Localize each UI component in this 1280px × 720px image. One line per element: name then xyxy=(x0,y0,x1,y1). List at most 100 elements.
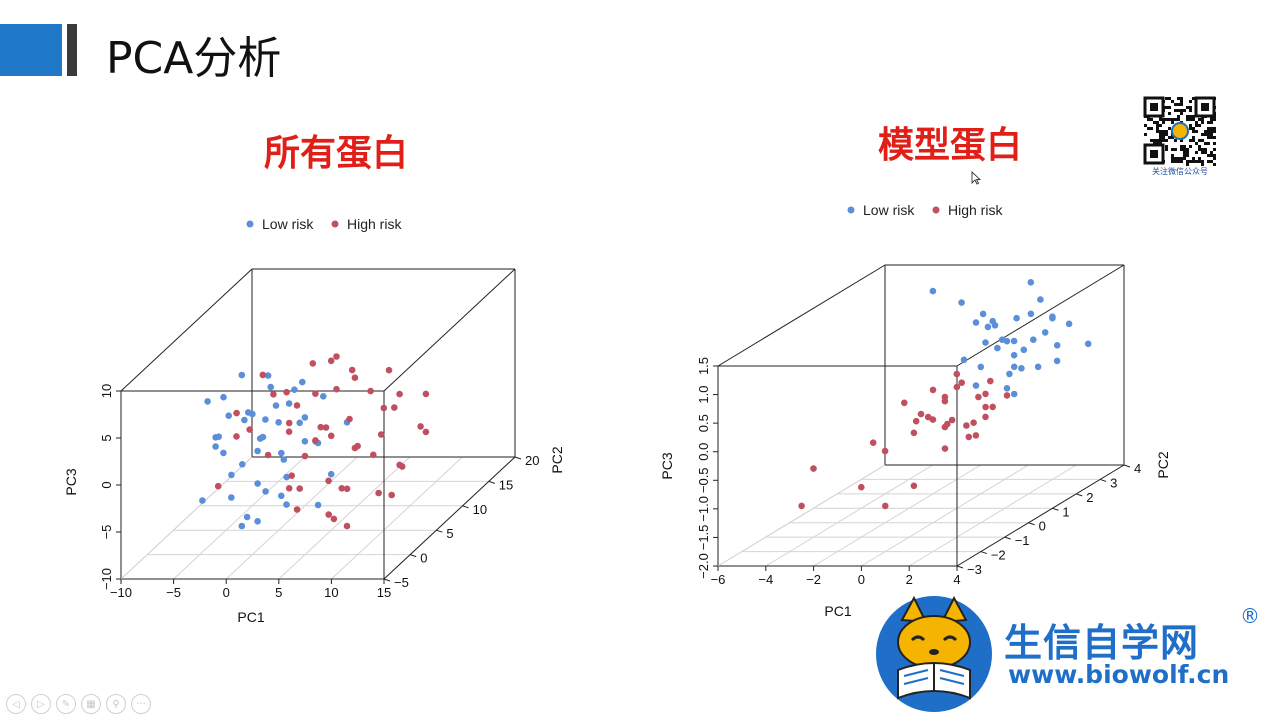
z-tick-label: 10 xyxy=(99,384,114,398)
y-tick-mark xyxy=(436,529,443,533)
data-point xyxy=(975,393,982,401)
data-point xyxy=(325,511,333,518)
z-tick-label: 0.5 xyxy=(696,414,711,432)
y-tick-mark xyxy=(1123,464,1131,468)
box-edge xyxy=(120,268,253,392)
y-tick-label: 3 xyxy=(1110,475,1117,490)
data-point xyxy=(296,419,304,427)
y-tick-label: −2 xyxy=(991,548,1006,563)
data-point xyxy=(977,363,985,371)
data-point xyxy=(798,502,805,510)
data-point xyxy=(301,452,309,460)
data-point xyxy=(309,360,317,367)
data-point xyxy=(301,438,309,445)
data-point xyxy=(348,366,356,374)
y-tick-mark xyxy=(956,565,964,569)
z-tick-label: −1.5 xyxy=(696,525,711,551)
data-point xyxy=(327,470,335,478)
data-point xyxy=(312,390,319,398)
data-point xyxy=(212,443,219,450)
data-point xyxy=(958,299,965,306)
zoom-icon[interactable]: ⚲ xyxy=(106,694,126,714)
data-point xyxy=(228,494,235,501)
y-tick-mark xyxy=(383,578,391,582)
data-point xyxy=(1010,351,1018,359)
data-point xyxy=(283,501,290,508)
data-point xyxy=(220,449,227,457)
data-point xyxy=(333,353,340,360)
grid-line xyxy=(861,464,1029,567)
z-tick-label: −1.0 xyxy=(696,496,711,522)
data-point xyxy=(941,445,949,452)
legend-label: Low risk xyxy=(262,216,314,232)
data-point xyxy=(1010,363,1018,371)
x-tick-label: −10 xyxy=(110,585,132,600)
z-tick-label: 0 xyxy=(99,481,114,488)
grid-line xyxy=(173,456,305,580)
data-point xyxy=(1084,340,1092,348)
data-point xyxy=(929,287,937,295)
data-point xyxy=(264,372,272,379)
data-point xyxy=(239,461,246,468)
y-tick-label: −1 xyxy=(1015,533,1030,548)
data-point xyxy=(288,472,296,480)
y-tick-label: 10 xyxy=(473,502,487,517)
y-tick-label: 0 xyxy=(1039,519,1046,534)
plot-frame xyxy=(120,268,516,580)
data-point xyxy=(1020,346,1028,354)
x-axis-label: PC1 xyxy=(824,603,851,619)
data-point xyxy=(241,416,248,424)
data-point xyxy=(912,417,920,425)
pen-icon[interactable]: ✎ xyxy=(56,694,76,714)
data-point xyxy=(220,393,227,401)
data-point xyxy=(972,432,980,439)
legend-label: High risk xyxy=(347,216,402,232)
data-point xyxy=(338,485,346,492)
data-point xyxy=(417,423,424,430)
data-point xyxy=(1030,336,1037,344)
y-tick-mark xyxy=(410,554,417,558)
data-point xyxy=(262,416,269,423)
data-point xyxy=(1041,329,1049,336)
y-tick-mark xyxy=(1052,507,1059,511)
data-point xyxy=(1018,365,1025,372)
x-axis-label: PC1 xyxy=(237,609,264,625)
plot-frame xyxy=(717,264,1125,567)
data-point xyxy=(982,339,989,346)
header-accent-block xyxy=(0,24,62,76)
data-point xyxy=(901,399,908,407)
data-point xyxy=(998,336,1006,344)
data-point xyxy=(1034,363,1042,371)
y-tick-label: 1 xyxy=(1062,504,1069,519)
data-point xyxy=(953,370,961,378)
data-point xyxy=(982,413,989,421)
mouse-cursor-icon xyxy=(971,171,981,185)
data-point xyxy=(1010,337,1018,345)
slides-icon[interactable]: ▦ xyxy=(81,694,101,714)
prev-icon[interactable]: ◁ xyxy=(6,694,26,714)
y-tick-label: 2 xyxy=(1086,490,1093,505)
data-point xyxy=(272,402,280,409)
more-icon[interactable]: ··· xyxy=(131,694,151,714)
next-icon[interactable]: ▷ xyxy=(31,694,51,714)
page-title: PCA分析 xyxy=(106,33,282,84)
x-tick-label: −2 xyxy=(806,572,821,587)
data-point xyxy=(869,439,877,447)
data-point xyxy=(327,357,335,365)
grid-line xyxy=(813,464,981,567)
data-point xyxy=(254,480,261,487)
data-point xyxy=(351,374,359,382)
data-point xyxy=(1003,392,1011,399)
data-point xyxy=(262,488,269,495)
data-point xyxy=(910,482,918,490)
data-point xyxy=(228,471,235,479)
y-tick-mark xyxy=(1028,522,1035,526)
data-point xyxy=(285,419,293,427)
brand-name: 生信自学网 xyxy=(1004,621,1200,665)
data-point xyxy=(377,431,385,438)
data-point xyxy=(960,356,968,364)
data-point xyxy=(972,382,980,389)
data-point xyxy=(370,451,377,459)
data-point xyxy=(917,410,925,418)
data-point xyxy=(958,379,965,387)
